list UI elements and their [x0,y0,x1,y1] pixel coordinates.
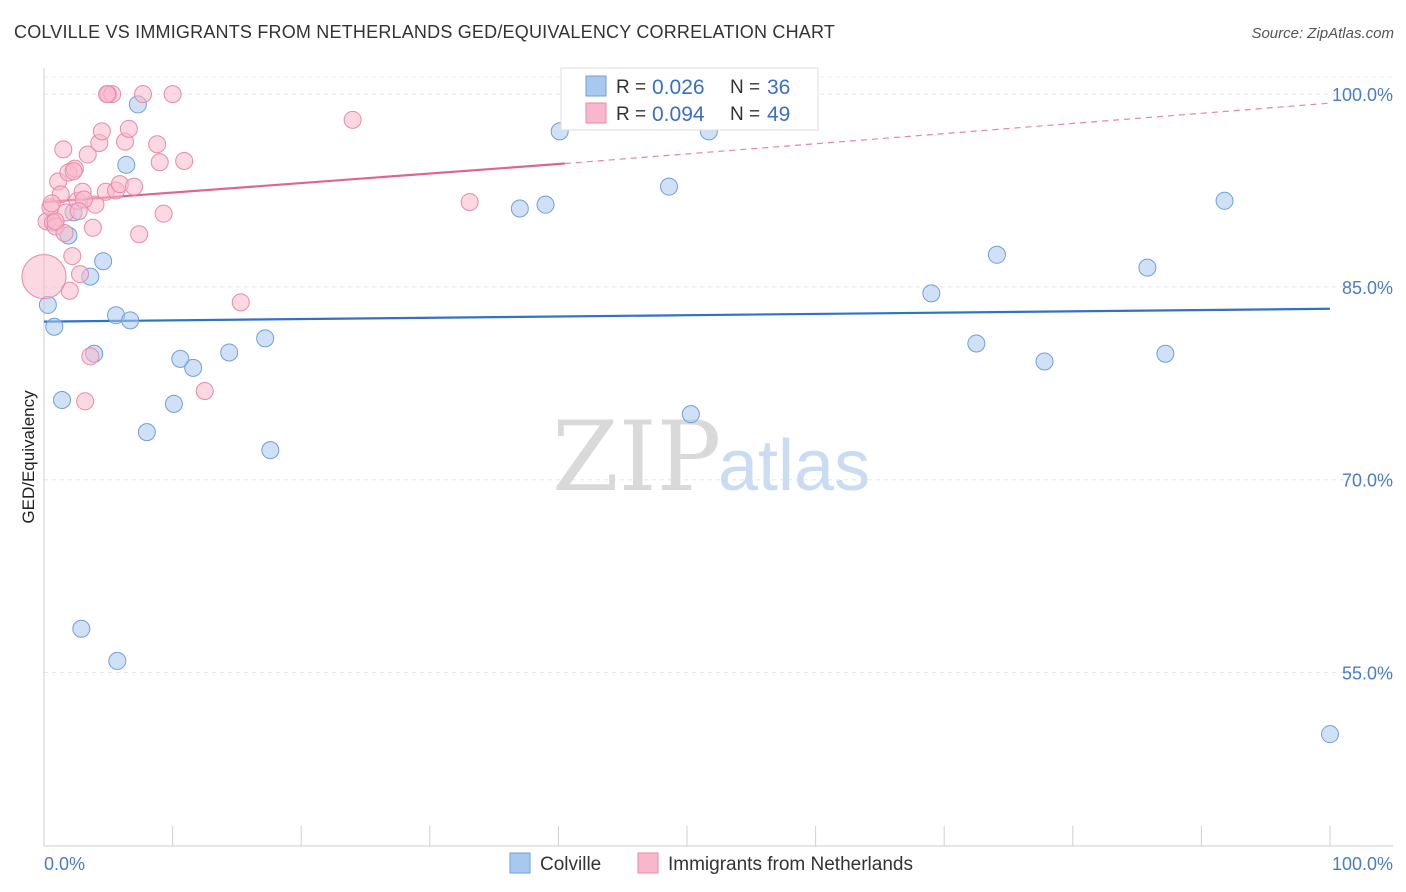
y-tick-label: 85.0% [1342,278,1393,298]
colville-point [659,177,678,196]
chart-title: COLVILLE VS IMMIGRANTS FROM NETHERLANDS … [14,22,836,42]
legend-swatch-colville [585,75,607,97]
netherlands-point [150,153,169,172]
netherlands-point [154,204,173,223]
y-axis-label: GED/Equivalency [19,390,38,524]
series-legend-swatch-netherlands [637,852,659,874]
netherlands-point [42,194,61,213]
colville-point [121,311,140,330]
netherlands-trend-line [43,162,565,204]
legend-r-value-netherlands: 0.094 [652,103,705,126]
colville-point [256,329,275,348]
netherlands-trend-line-extrapolated [564,102,1331,165]
colville-point [184,358,203,377]
series-legend-label-netherlands: Immigrants from Netherlands [668,854,913,875]
colville-point [967,334,986,353]
series-legend: Colville Immigrants from Netherlands [509,852,913,875]
y-tick-label: 100.0% [1332,85,1393,105]
colville-point [45,317,64,336]
legend-n-label-netherlands: N = [730,104,760,125]
series-legend-swatch-colville [509,852,531,874]
colville-point [681,405,700,424]
netherlands-point [98,85,117,104]
x-tick-label-min: 0.0% [44,854,85,874]
netherlands-point [81,347,100,366]
colville-point [220,343,239,362]
legend-r-label-colville: R = [616,77,646,98]
netherlands-point [71,265,90,284]
colville-point [171,349,190,368]
colville-trend-line [43,307,1331,323]
netherlands-point [63,247,82,266]
colville-point [117,155,136,174]
netherlands-point [69,202,88,221]
colville-point [510,199,529,218]
colville-point [1215,191,1234,210]
legend-swatch-netherlands [585,102,607,124]
colville-point [1321,725,1339,744]
trend-lines [43,102,1331,323]
netherlands-point [175,151,194,170]
netherlands-point [130,225,149,244]
colville-point [94,252,113,271]
series-legend-label-colville: Colville [540,854,601,875]
y-tick-label: 70.0% [1342,471,1393,491]
colville-point [1138,258,1157,277]
colville-point [922,284,941,303]
colville-point [164,394,183,413]
netherlands-point [195,382,214,401]
netherlands-point [134,85,153,104]
chart-source: Source: ZipAtlas.com [1251,25,1394,42]
colville-point [108,651,127,670]
colville-point [53,391,72,410]
correlation-legend: R = 0.026 N = 36 R = 0.094 N = 49 [560,67,819,131]
colville-point [536,195,555,214]
legend-r-label-netherlands: R = [616,104,646,125]
y-tick-label: 55.0% [1342,663,1393,683]
legend-n-value-colville: 36 [767,76,790,99]
netherlands-point [343,110,362,129]
netherlands-point [119,119,138,138]
netherlands-point [231,293,250,312]
watermark-atlas: atlas [718,426,870,506]
netherlands-point [92,122,111,141]
netherlands-point [54,140,73,159]
watermark: ZIP atlas [552,401,870,513]
netherlands-point [163,85,182,104]
y-tick-labels: 100.0% 85.0% 70.0% 55.0% [1332,85,1393,683]
colville-point [261,441,280,460]
legend-n-label-colville: N = [730,77,760,98]
netherlands-point [78,145,97,164]
legend-r-value-colville: 0.026 [652,76,705,99]
netherlands-point [76,392,95,411]
axes [43,68,1393,847]
colville-point [987,245,1006,264]
netherlands-point [460,193,479,212]
netherlands-point [21,254,67,300]
netherlands-point [125,177,144,196]
netherlands-point [64,162,83,181]
colville-point [72,619,91,638]
gridlines [44,76,1393,673]
netherlands-point [148,135,167,154]
colville-point [137,423,156,442]
colville-point [1035,352,1054,371]
x-tick-label-max: 100.0% [1332,854,1393,874]
legend-n-value-netherlands: 49 [767,103,790,126]
netherlands-point [83,218,102,237]
colville-point [1156,344,1175,363]
netherlands-point [46,212,65,231]
